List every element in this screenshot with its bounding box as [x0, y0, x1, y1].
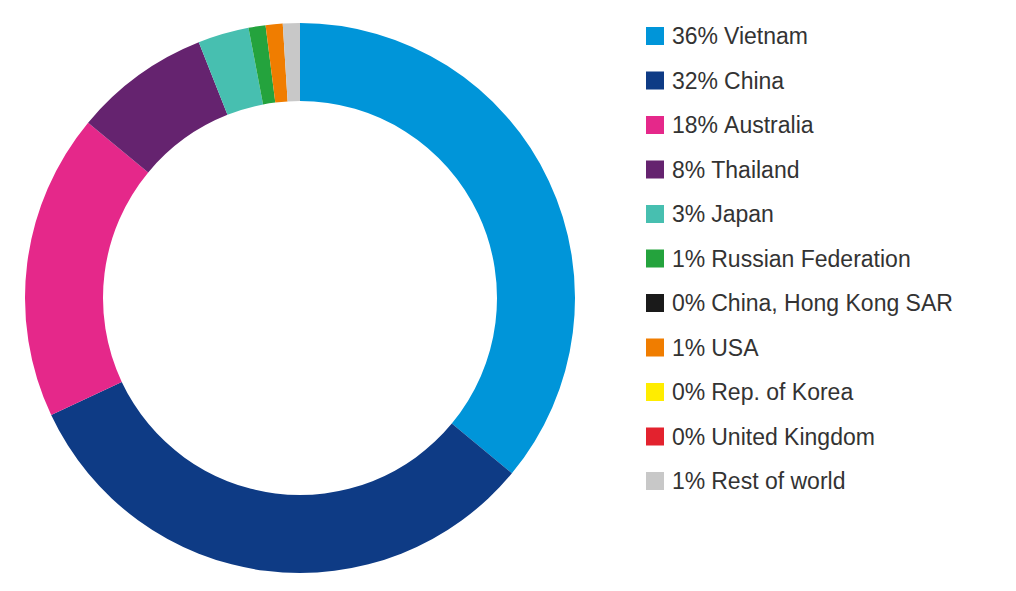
legend-label: 1%Rest of world [672, 468, 845, 494]
slice [283, 23, 300, 101]
legend-label: 1%USA [672, 335, 759, 361]
legend-swatch [646, 383, 664, 401]
legend-swatch [646, 205, 664, 223]
legend-category: Russian Federation [711, 246, 910, 272]
legend-item: 0%Rep. of Korea [646, 379, 853, 405]
legend-swatch [646, 161, 664, 179]
legend-item: 0%China, Hong Kong SAR [646, 290, 953, 316]
legend-item: 18%Australia [646, 112, 814, 138]
legend-category: China [724, 68, 784, 94]
legend-value: 1% [672, 246, 705, 272]
legend-category: USA [711, 335, 759, 361]
pie-group [25, 23, 575, 573]
legend-swatch [646, 72, 664, 90]
legend-item: 32%China [646, 68, 784, 94]
legend-category: United Kingdom [711, 424, 875, 450]
slice [300, 23, 575, 473]
legend-swatch [646, 428, 664, 446]
legend-label: 1%Russian Federation [672, 246, 911, 272]
legend-label: 18%Australia [672, 112, 814, 138]
legend: 36%Vietnam32%China18%Australia8%Thailand… [646, 23, 953, 494]
legend-category: Thailand [711, 157, 799, 183]
legend-label: 0%Rep. of Korea [672, 379, 853, 405]
legend-category: Rest of world [711, 468, 845, 494]
legend-category: Japan [711, 201, 774, 227]
legend-value: 36% [672, 23, 718, 49]
legend-swatch [646, 339, 664, 357]
legend-swatch [646, 472, 664, 490]
legend-swatch [646, 294, 664, 312]
slice [25, 123, 148, 415]
legend-item: 1%USA [646, 335, 759, 361]
legend-category: Australia [724, 112, 814, 138]
legend-value: 0% [672, 424, 705, 450]
legend-category: China, Hong Kong SAR [711, 290, 953, 316]
legend-swatch [646, 116, 664, 134]
legend-value: 32% [672, 68, 718, 94]
legend-item: 3%Japan [646, 201, 774, 227]
legend-swatch [646, 250, 664, 268]
legend-value: 1% [672, 335, 705, 361]
legend-label: 32%China [672, 68, 784, 94]
legend-label: 0%United Kingdom [672, 424, 875, 450]
legend-item: 1%Rest of world [646, 468, 845, 494]
legend-item: 0%United Kingdom [646, 424, 875, 450]
chart-svg: 36%Vietnam32%China18%Australia8%Thailand… [0, 0, 1016, 591]
legend-value: 3% [672, 201, 705, 227]
legend-label: 3%Japan [672, 201, 774, 227]
legend-label: 36%Vietnam [672, 23, 808, 49]
legend-category: Rep. of Korea [711, 379, 853, 405]
legend-category: Vietnam [724, 23, 808, 49]
legend-swatch [646, 27, 664, 45]
legend-label: 8%Thailand [672, 157, 799, 183]
slice [51, 382, 512, 573]
chart-container: 36%Vietnam32%China18%Australia8%Thailand… [0, 0, 1016, 591]
legend-item: 8%Thailand [646, 157, 799, 183]
legend-value: 18% [672, 112, 718, 138]
legend-value: 0% [672, 379, 705, 405]
legend-item: 1%Russian Federation [646, 246, 911, 272]
legend-value: 8% [672, 157, 705, 183]
legend-item: 36%Vietnam [646, 23, 808, 49]
legend-label: 0%China, Hong Kong SAR [672, 290, 953, 316]
legend-value: 1% [672, 468, 705, 494]
legend-value: 0% [672, 290, 705, 316]
